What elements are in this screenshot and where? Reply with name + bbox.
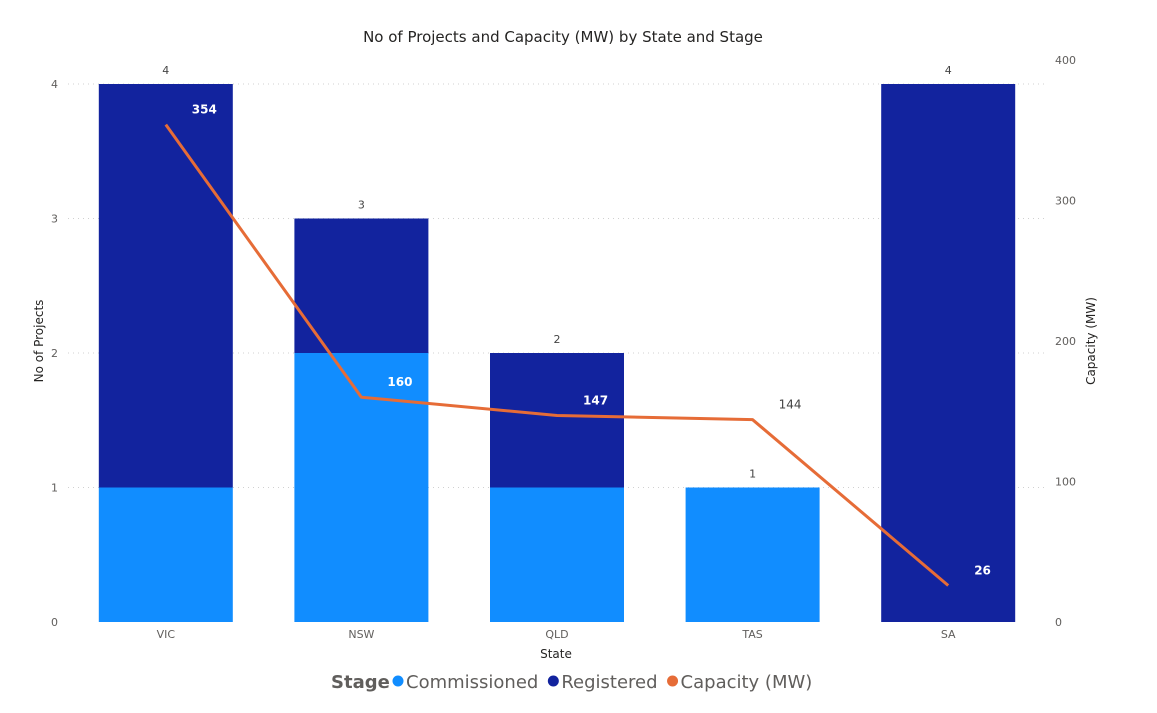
y-tick-label: 0 [51, 616, 58, 629]
y2-tick-label: 300 [1055, 195, 1076, 208]
bar-registered-nsw [294, 218, 429, 353]
capacity-label: 160 [387, 375, 412, 389]
right-axis: 0 100 200 300 400 [1055, 54, 1076, 629]
capacity-label: 354 [192, 103, 217, 117]
bar-commissioned-tas [685, 487, 820, 622]
y-tick-label: 1 [51, 482, 58, 495]
total-label: 4 [162, 64, 169, 77]
x-tick-label: QLD [545, 628, 568, 641]
legend-marker [667, 675, 679, 687]
total-label: 1 [749, 468, 756, 481]
y2-tick-label: 100 [1055, 476, 1076, 489]
y2-tick-label: 200 [1055, 335, 1076, 348]
x-axis: VIC NSW QLD TAS SA [157, 628, 956, 641]
capacity-label: 147 [583, 393, 608, 407]
legend-item: Commissioned [406, 672, 538, 693]
capacity-polyline [164, 123, 950, 587]
y2-tick-label: 0 [1055, 616, 1062, 629]
capacity-label: 26 [974, 563, 991, 577]
bars [98, 84, 1016, 622]
y2-axis-title: Capacity (MW) [1084, 297, 1098, 385]
bar-commissioned-nsw [294, 353, 429, 622]
y-axis-title: No of Projects [32, 300, 46, 383]
legend-marker [547, 675, 559, 687]
bar-registered-vic [98, 84, 233, 488]
legend-marker [392, 675, 404, 687]
x-tick-label: NSW [348, 628, 374, 641]
total-label: 4 [945, 64, 952, 77]
total-label: 2 [554, 333, 561, 346]
x-tick-label: SA [941, 628, 956, 641]
x-tick-label: TAS [741, 628, 762, 641]
x-axis-title: State [540, 647, 572, 661]
y2-tick-label: 400 [1055, 54, 1076, 67]
capacity-label: 144 [779, 398, 802, 412]
bar-registered-qld [490, 353, 624, 488]
bar-commissioned-qld [490, 487, 624, 622]
data-labels: 4 3 2 1 4 354 160 147 144 26 [162, 64, 991, 577]
y-tick-label: 3 [51, 213, 58, 226]
left-axis: 0 1 2 3 4 [51, 78, 58, 629]
capacity-line [164, 123, 950, 587]
legend-item: Registered [561, 672, 657, 693]
bar-commissioned-vic [98, 487, 233, 622]
y-tick-label: 2 [51, 347, 58, 360]
chart-title: No of Projects and Capacity (MW) by Stat… [363, 28, 763, 46]
legend-item: Capacity (MW) [681, 672, 813, 693]
total-label: 3 [358, 199, 365, 212]
x-tick-label: VIC [157, 628, 176, 641]
bar-registered-sa [881, 84, 1016, 622]
y-tick-label: 4 [51, 78, 58, 91]
legend-title: Stage [331, 672, 390, 693]
legend: Stage Commissioned Registered Capacity (MW) [331, 672, 812, 693]
